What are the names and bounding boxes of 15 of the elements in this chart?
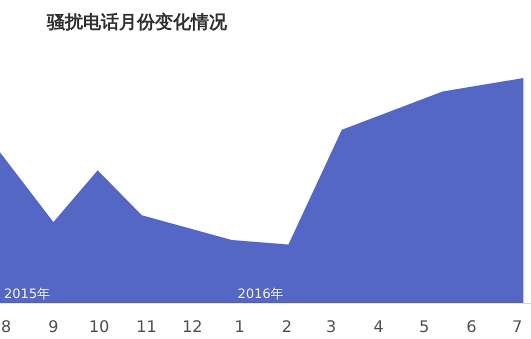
x-tick-label: 5 (419, 317, 430, 336)
x-tick-label: 8 (1, 317, 12, 336)
annotation: 2016年 (238, 287, 284, 302)
x-tick-label: 3 (326, 317, 336, 336)
x-tick-label: 1 (234, 317, 245, 336)
x-tick-label: 10 (89, 317, 110, 336)
x-tick-label: 6 (466, 317, 477, 336)
x-tick-label: 9 (48, 317, 58, 336)
x-tick-label: 4 (373, 317, 384, 336)
x-tick-label: 11 (136, 317, 157, 336)
annotation: 2015年 (4, 287, 50, 302)
chart-title: 骚扰电话月份变化情况 (46, 12, 228, 33)
x-tick-label: 2 (282, 317, 292, 336)
x-tick-label: 12 (182, 317, 202, 336)
x-tick-label: 7 (512, 317, 522, 336)
